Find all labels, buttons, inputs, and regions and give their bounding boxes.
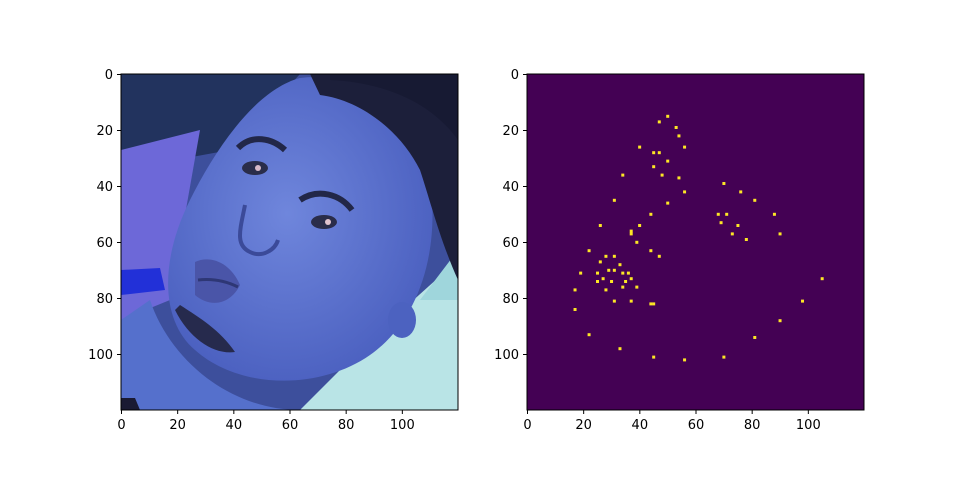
point-marker xyxy=(630,232,633,235)
point-marker xyxy=(638,146,641,149)
right-y-tick-label: 0 xyxy=(511,68,519,83)
point-marker xyxy=(725,213,728,216)
point-marker xyxy=(652,356,655,359)
point-marker xyxy=(649,213,652,216)
point-marker xyxy=(717,213,720,216)
right-y-tick-label: 100 xyxy=(494,348,519,363)
point-marker xyxy=(599,260,602,263)
right-x-tick-label: 100 xyxy=(796,418,821,433)
point-marker xyxy=(638,224,641,227)
point-marker xyxy=(602,277,605,280)
point-marker xyxy=(745,238,748,241)
left-y-tick-label: 60 xyxy=(96,236,113,251)
left-y-tick-label: 100 xyxy=(88,348,113,363)
point-marker xyxy=(722,356,725,359)
right-y-tick-label: 40 xyxy=(502,180,519,195)
point-marker xyxy=(604,255,607,258)
point-marker xyxy=(588,249,591,252)
point-marker xyxy=(618,263,621,266)
point-map-panel: 0 20 40 60 80 100 0 20 40 60 80 100 xyxy=(494,68,864,433)
point-marker xyxy=(574,308,577,311)
point-marker xyxy=(579,272,582,275)
face-photo xyxy=(121,74,458,410)
right-x-tick-label: 60 xyxy=(688,418,705,433)
point-marker xyxy=(779,319,782,322)
point-marker xyxy=(661,174,664,177)
point-marker xyxy=(574,288,577,291)
point-map-background xyxy=(527,74,864,410)
point-marker xyxy=(683,190,686,193)
point-marker xyxy=(666,202,669,205)
point-marker xyxy=(613,199,616,202)
point-marker xyxy=(753,199,756,202)
point-marker xyxy=(635,241,638,244)
right-x-tick-label: 40 xyxy=(632,418,649,433)
point-marker xyxy=(630,277,633,280)
point-marker xyxy=(618,347,621,350)
left-y-tick-label: 20 xyxy=(96,124,113,139)
point-marker xyxy=(604,288,607,291)
right-y-tick-label: 60 xyxy=(502,236,519,251)
point-marker xyxy=(610,280,613,283)
face-image-panel: 0 20 40 60 80 100 0 20 40 60 80 100 xyxy=(88,68,458,433)
point-marker xyxy=(596,272,599,275)
point-marker xyxy=(630,230,633,233)
point-marker xyxy=(666,160,669,163)
point-marker xyxy=(821,277,824,280)
right-y-tick-label: 80 xyxy=(502,292,519,307)
point-marker xyxy=(658,255,661,258)
point-marker xyxy=(801,300,804,303)
point-marker xyxy=(683,358,686,361)
point-marker xyxy=(675,126,678,129)
point-marker xyxy=(652,165,655,168)
point-marker xyxy=(677,134,680,137)
right-x-tick-label: 0 xyxy=(523,418,531,433)
point-marker xyxy=(753,336,756,339)
point-marker xyxy=(624,280,627,283)
point-marker xyxy=(621,286,624,289)
left-x-tick-label: 100 xyxy=(390,418,415,433)
point-marker xyxy=(739,190,742,193)
point-marker xyxy=(666,115,669,118)
point-marker xyxy=(658,120,661,123)
left-x-tick-label: 80 xyxy=(338,418,355,433)
point-marker xyxy=(627,272,630,275)
point-marker xyxy=(720,221,723,224)
point-marker xyxy=(613,269,616,272)
left-x-tick-label: 0 xyxy=(117,418,125,433)
left-y-tick-label: 80 xyxy=(96,292,113,307)
point-marker xyxy=(652,151,655,154)
point-marker xyxy=(736,224,739,227)
left-y-tick-label: 0 xyxy=(105,68,113,83)
point-marker xyxy=(677,176,680,179)
point-marker xyxy=(773,213,776,216)
point-marker xyxy=(630,300,633,303)
right-x-tick-label: 20 xyxy=(575,418,592,433)
point-marker xyxy=(613,300,616,303)
left-y-tick-label: 40 xyxy=(96,180,113,195)
point-marker xyxy=(621,272,624,275)
point-marker xyxy=(635,286,638,289)
right-y-tick-label: 20 xyxy=(502,124,519,139)
point-marker xyxy=(596,280,599,283)
point-marker xyxy=(607,269,610,272)
point-marker xyxy=(649,302,652,305)
left-x-tick-label: 60 xyxy=(282,418,299,433)
right-x-tick-label: 80 xyxy=(744,418,761,433)
point-marker xyxy=(658,151,661,154)
point-marker xyxy=(683,146,686,149)
point-marker xyxy=(779,232,782,235)
point-marker xyxy=(731,232,734,235)
point-marker xyxy=(722,182,725,185)
point-marker xyxy=(613,255,616,258)
left-x-tick-label: 40 xyxy=(226,418,243,433)
point-marker xyxy=(588,333,591,336)
left-x-tick-label: 20 xyxy=(169,418,186,433)
point-marker xyxy=(652,302,655,305)
point-marker xyxy=(599,224,602,227)
point-marker xyxy=(621,174,624,177)
point-marker xyxy=(649,249,652,252)
